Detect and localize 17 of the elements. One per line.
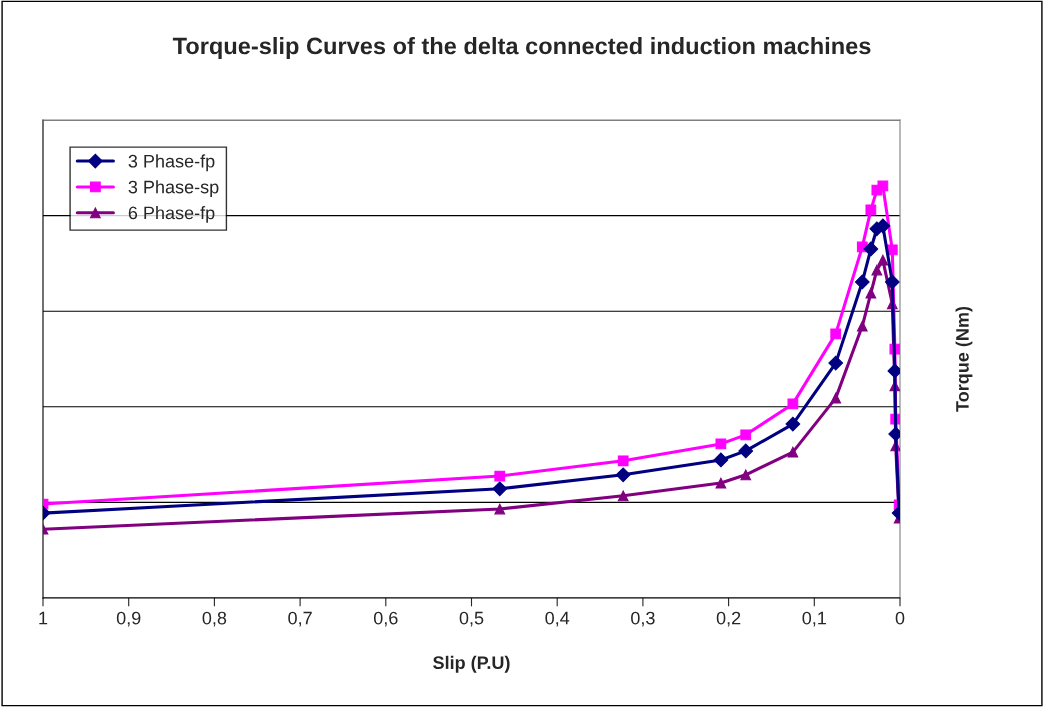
- chart-title: Torque-slip Curves of the delta connected induction machines: [172, 37, 871, 59]
- x-tick-label: 0,2: [716, 611, 741, 627]
- x-axis-title: Slip (P.U): [433, 655, 510, 673]
- legend-label: 3 Phase-fp: [128, 154, 215, 172]
- x-tick-label: 0,5: [459, 611, 484, 627]
- x-tick-label: 0,6: [373, 611, 398, 627]
- x-tick-label: 0,3: [631, 611, 655, 627]
- x-tick-label: 0,8: [202, 611, 227, 627]
- x-tick-label: 0: [895, 611, 905, 625]
- x-tick-label: 0,7: [288, 611, 312, 627]
- legend-label: 6 Phase-fp: [128, 206, 215, 223]
- legend-label: 3 Phase-sp: [128, 180, 219, 197]
- x-tick-label: 0,1: [802, 611, 826, 627]
- y-axis-title: Torque (Nm): [955, 306, 973, 412]
- x-tick-label: 1: [39, 611, 48, 625]
- x-tick-label: 0,9: [116, 611, 141, 627]
- x-tick-label: 0,4: [545, 611, 570, 627]
